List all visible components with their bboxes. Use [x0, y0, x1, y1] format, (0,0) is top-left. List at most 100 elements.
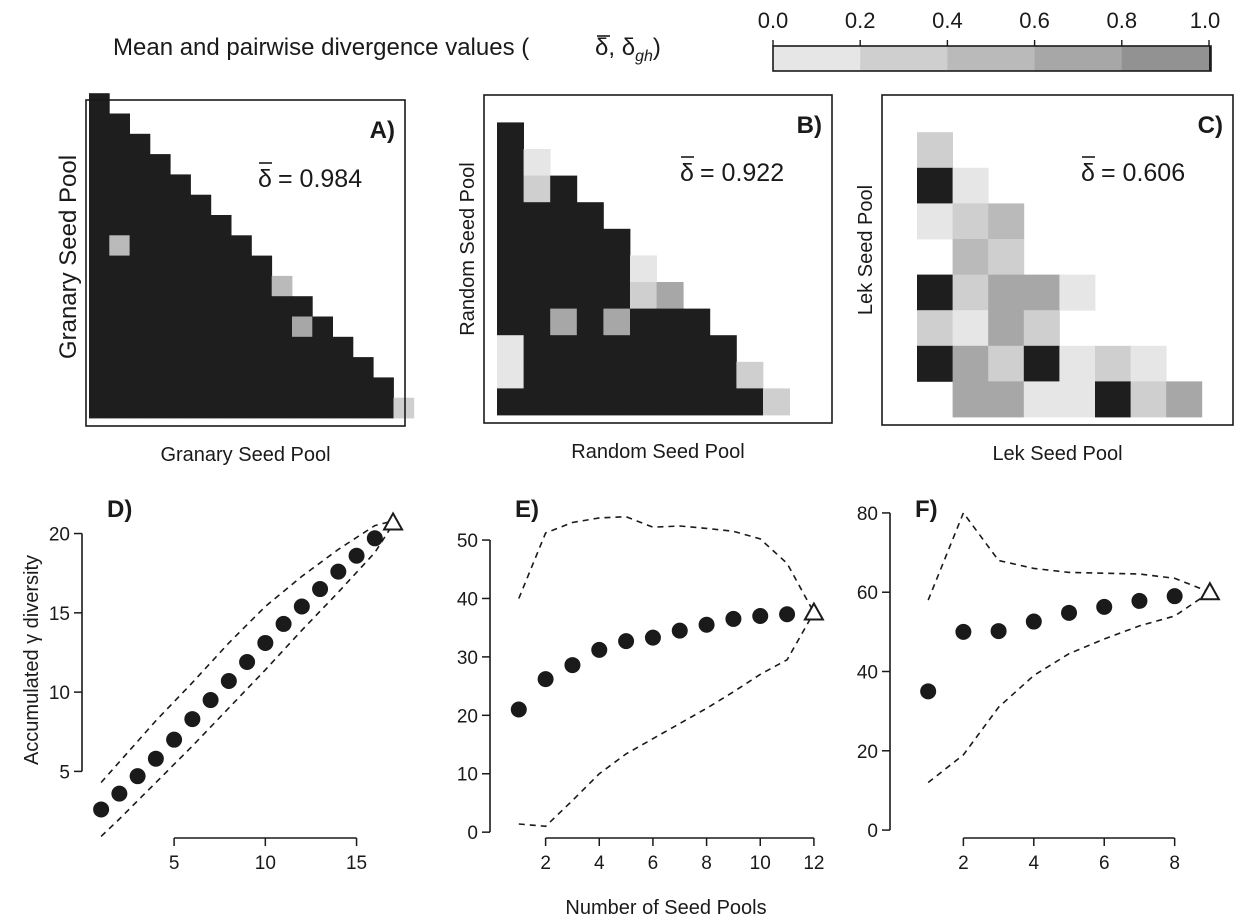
heatmap-cell	[576, 228, 604, 256]
heatmap-cell	[89, 235, 110, 256]
heatmap-cell	[231, 316, 252, 338]
heatmap-cell	[89, 377, 110, 399]
heatmap-cell	[129, 316, 151, 338]
heatmap-cell	[656, 335, 684, 363]
y-tick-label: 20	[49, 525, 70, 546]
heatmap-cell	[497, 175, 524, 203]
heatmap-cell	[1166, 381, 1203, 418]
heatmap-ylabel: Lek Seed Pool	[855, 185, 877, 315]
heatmap-cell	[630, 361, 657, 389]
heatmap-cell	[312, 397, 333, 419]
heatmap-cell	[292, 316, 313, 338]
heatmap-cell	[109, 336, 130, 358]
heatmap-cell	[170, 336, 191, 358]
heatmap-cell	[550, 308, 578, 336]
colorbar-tick-4: 0.8	[1107, 8, 1138, 33]
mean-delta-symbol: δ	[680, 159, 694, 187]
heatmap-cell	[1130, 381, 1167, 418]
heatmap-cell	[190, 194, 212, 216]
data-point	[591, 641, 608, 658]
heatmap-cell	[656, 308, 684, 336]
data-point	[257, 634, 274, 651]
header-symbol-sub: gh	[635, 48, 653, 65]
heatmap-cell	[89, 316, 110, 338]
heatmap-cell	[149, 235, 171, 256]
lower-envelope-line	[518, 612, 815, 828]
colorbar-segment-2	[947, 46, 1036, 71]
heatmap-frame	[483, 94, 833, 424]
heatmap-cell	[550, 228, 578, 256]
colorbar-segment-0	[773, 46, 861, 71]
heatmap-cell	[292, 397, 313, 419]
header-symbol-sep: ,	[608, 34, 621, 61]
data-point	[644, 629, 661, 646]
heatmap-cell	[603, 255, 631, 283]
heatmap-cell	[523, 388, 551, 416]
heatmap-cell	[251, 377, 273, 399]
heatmap-cell	[917, 167, 953, 204]
heatmap-panel-c: C) δ = 0.606 Lek Seed Pool Lek Seed Pool	[855, 94, 1234, 465]
heatmap-cell	[292, 336, 313, 358]
heatmap-cell	[550, 202, 578, 230]
data-point	[955, 623, 972, 640]
heatmap-cell	[109, 215, 130, 236]
heatmap-cell	[312, 316, 333, 338]
data-point	[920, 683, 937, 700]
heatmap-cell	[988, 274, 1025, 311]
heatmap-cell	[603, 308, 631, 336]
data-point	[184, 711, 201, 728]
heatmap-cell	[129, 194, 151, 216]
data-point	[510, 701, 527, 718]
heatmap-cell	[352, 377, 374, 399]
x-tick-label: 6	[648, 853, 659, 874]
heatmap-cell	[393, 397, 415, 419]
heatmap-cell	[271, 377, 293, 399]
upper-envelope-line	[927, 511, 1211, 601]
heatmap-cell	[149, 336, 171, 358]
final-triangle-point	[803, 601, 825, 621]
heatmap-cell	[917, 203, 953, 240]
heatmap-cell	[210, 215, 232, 236]
header-title-text: Mean and pairwise divergence values (	[113, 34, 529, 61]
heatmap-cell	[683, 361, 711, 389]
heatmap-cell	[550, 361, 578, 389]
scatter-panel-e: E) 0 10 20 30 40 50 2 4 6 8 10 12	[457, 496, 825, 874]
heatmap-cell	[952, 310, 989, 347]
x-tick-label: 2	[958, 853, 969, 874]
heatmap-cell	[736, 361, 764, 389]
heatmap-cell	[332, 336, 354, 358]
heatmap-cell	[683, 308, 711, 336]
heatmap-cell	[170, 255, 191, 277]
heatmap-cell	[210, 255, 232, 277]
heatmap-cell	[149, 174, 171, 196]
heatmap-ylabel: Granary Seed Pool	[55, 155, 82, 359]
heatmap-cell	[89, 154, 110, 175]
final-triangle-point	[1199, 581, 1221, 601]
heatmap-cell	[251, 255, 273, 277]
y-tick-label: 50	[457, 531, 478, 552]
heatmap-cell	[952, 345, 989, 382]
header-symbols: δ, δgh)	[595, 34, 661, 65]
heatmap-cell	[149, 275, 171, 297]
heatmap-xlabel: Random Seed Pool	[571, 441, 744, 463]
y-tick-label: 0	[467, 823, 478, 844]
heatmap-cell	[89, 255, 110, 277]
lower-envelope-line	[927, 591, 1211, 784]
heatmap-cell	[271, 357, 293, 378]
heatmap-cell	[1023, 310, 1060, 347]
heatmap-cell	[190, 377, 212, 399]
x-tick-label: 10	[255, 853, 276, 874]
heatmap-cell	[952, 274, 989, 311]
heatmap-cell	[190, 316, 212, 338]
heatmap-cell	[1130, 345, 1167, 382]
heatmap-cell	[271, 296, 293, 317]
heatmap-cell	[550, 335, 578, 363]
heatmap-cell	[603, 361, 631, 389]
heatmap-cell	[497, 388, 524, 416]
header-close: )	[653, 34, 661, 61]
y-tick-label: 80	[857, 504, 878, 525]
heatmap-cell	[523, 149, 551, 176]
heatmap-cell	[109, 275, 130, 297]
heatmap-cell	[630, 388, 657, 416]
